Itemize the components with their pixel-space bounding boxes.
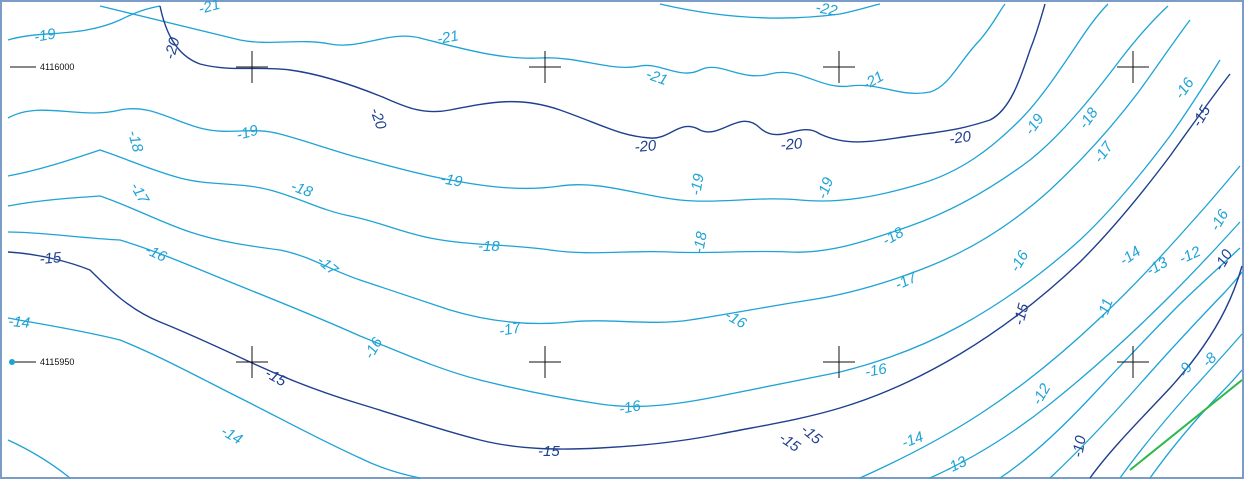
contour-label: -15 [1010,301,1032,327]
contour-label: -14 [1117,243,1145,269]
contour-labels: -21 -22 -19 -20 -21 -21 -21 -16 -18 -19 … [8,0,1237,478]
grid-crosses [236,51,1149,378]
contour-label: -18 [880,224,908,250]
northing-marker-dot [9,359,15,365]
contour-label: -9 [1175,359,1197,380]
contour-label: -12 [1177,243,1204,268]
contour-label: -19 [814,175,838,202]
contour-minus-11-line [1049,271,1243,479]
contour-label: -14 [8,313,31,332]
contour-lines [7,3,1243,479]
contour-minus-13-lower-left-line [7,439,71,479]
contour-label: -21 [197,0,222,18]
contour-label: -10 [1069,434,1090,459]
contour-minus-10-line [1089,265,1243,479]
contour-label: -21 [644,66,670,89]
contour-label: -17 [313,252,341,279]
contour-label: -18 [124,129,146,155]
contour-label: -18 [1075,104,1102,132]
northing-label-group: 4116000 4115950 [9,62,74,367]
contour-minus-14-line [7,317,421,479]
grid-cross [1117,346,1149,378]
contour-label: -15 [1189,102,1215,130]
contour-label: -18 [289,178,316,202]
contour-label: -20 [780,135,804,154]
grid-cross [529,51,561,83]
northing-label: 4116000 [40,62,74,72]
contour-label: -11 [1094,296,1117,321]
contour-label: -19 [33,25,58,46]
contour-label: -20 [366,106,390,133]
contour-minus-9-line [1119,333,1243,479]
grid-cross [236,51,268,83]
contour-label: -20 [948,128,972,148]
contour-minus-19-upper-line [7,5,161,41]
contour-label: -8 [1199,349,1221,371]
contour-label: -16 [864,360,889,381]
contour-minus-15-line [7,73,1231,450]
contour-minus-21-line [99,3,1006,94]
contour-label: -16 [1207,206,1233,234]
contour-label: -19 [439,170,464,191]
survey-boundary-line [1129,379,1243,471]
contour-minus-13-line [929,221,1241,479]
contour-minus-22-line [659,3,881,19]
contour-label: -13 [943,453,970,478]
contour-label: -20 [634,137,658,156]
contour-label: -16 [142,241,169,266]
contour-minus-12-line [999,247,1241,479]
grid-cross [1117,51,1149,83]
contour-label: -17 [127,180,153,208]
contour-label: -18 [478,238,500,255]
contour-label: -17 [893,269,920,294]
contour-label: -13 [1144,254,1172,280]
contour-label: -15 [797,421,825,448]
contour-label: -19 [235,122,261,144]
contour-minus-17-line [7,19,1191,325]
contour-minus-19-line [7,3,1109,202]
contour-minus-18-line [7,5,1169,254]
contour-minus-16-line [7,59,1221,408]
contour-label: -16 [618,397,643,418]
contour-label: -15 [538,443,560,460]
grid-cross [823,51,855,83]
contour-minus-8-line [1149,369,1243,479]
contour-label: -15 [39,249,63,268]
grid-cross [529,346,561,378]
contour-label: -16 [1007,247,1033,275]
contour-label: -18 [690,230,711,255]
contour-label: -17 [1090,138,1117,166]
contour-minus-14-right-line [859,165,1241,479]
contour-label: -17 [498,319,523,340]
contour-label: -16 [1171,74,1198,102]
contour-label: -21 [436,27,460,48]
contour-label: -20 [161,35,183,61]
contour-label: -21 [860,68,887,94]
contour-label: -14 [218,423,245,449]
northing-label: 4115950 [40,357,74,367]
contour-label: -22 [814,0,839,20]
contour-label: -19 [687,172,708,197]
contour-minus-20-line [159,3,1046,143]
contour-label: -14 [900,428,926,451]
grid-cross [236,346,268,378]
grid-cross [823,346,855,378]
